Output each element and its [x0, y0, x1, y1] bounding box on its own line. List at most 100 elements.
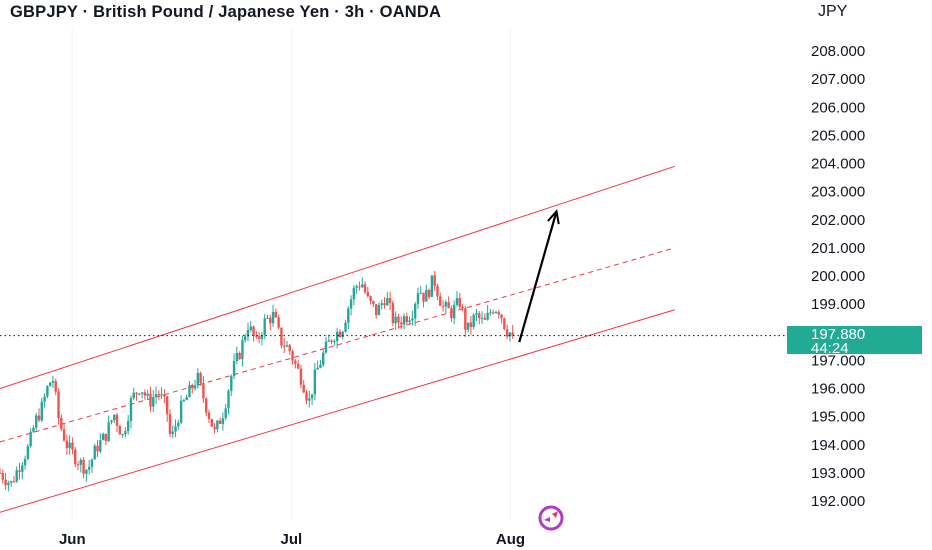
candle-body [241, 340, 244, 360]
candle-body [79, 459, 83, 465]
time-tick-label: Aug [496, 531, 525, 548]
candle-body [271, 311, 275, 324]
candle-body [377, 305, 381, 316]
candle-body [430, 275, 434, 297]
price-tick-label: 204.000 [811, 156, 865, 173]
candle-body [466, 322, 470, 330]
candle-body [96, 445, 99, 452]
time-tick-label: Jul [281, 531, 303, 548]
candle-body [255, 335, 258, 337]
candle-body [347, 308, 350, 323]
candle-body [129, 398, 133, 422]
candle-body [230, 376, 233, 391]
candle-body [168, 414, 172, 434]
candle-body [503, 318, 506, 330]
candle-body [355, 286, 358, 288]
candle-body [32, 427, 35, 432]
candle-body [118, 425, 122, 435]
candle-body [85, 469, 88, 474]
candle-body [511, 332, 514, 336]
price-tick-label: 195.000 [811, 409, 865, 426]
candle-body [7, 482, 10, 486]
candle-body [433, 275, 436, 286]
candle-body [352, 287, 356, 300]
currency-label: JPY [818, 3, 848, 20]
candle-body [110, 420, 113, 423]
price-tick-label: 197.000 [811, 352, 865, 369]
candle-body [494, 312, 498, 314]
candle-body [366, 292, 370, 297]
candle-body [500, 314, 503, 319]
candle-body [18, 470, 21, 472]
candle-body [358, 286, 361, 288]
candle-body [221, 418, 225, 424]
candle-body [374, 304, 378, 316]
candle-body [113, 414, 116, 421]
projection-arrow [518, 209, 560, 343]
candle-body [246, 329, 250, 337]
candle-body [154, 394, 158, 398]
candle-body [26, 446, 30, 459]
candle-body [0, 472, 2, 474]
price-tick-label: 196.000 [811, 381, 865, 398]
candle-body [341, 331, 344, 337]
candle-body [497, 312, 500, 315]
candle-body [15, 470, 18, 482]
candle-body [179, 400, 183, 423]
price-tick-label: 206.000 [811, 99, 865, 116]
candle-body [138, 393, 141, 395]
candle-body [202, 383, 205, 399]
candle-body [152, 397, 155, 407]
candle-body [238, 352, 241, 360]
candle-body [422, 292, 425, 302]
candle-body [35, 415, 38, 428]
candle-body [196, 373, 200, 386]
candle-body [369, 296, 372, 301]
candle-body [386, 298, 389, 306]
candle-body [235, 352, 239, 361]
candle-body [224, 408, 227, 419]
candle-body [408, 320, 411, 323]
candle-body [71, 442, 74, 450]
candle-body [76, 464, 80, 466]
candle-body [285, 345, 289, 347]
candle-body [99, 440, 102, 452]
candle-body [177, 422, 180, 427]
candle-body [402, 316, 406, 325]
candle-body [23, 458, 27, 466]
candle-body [146, 393, 149, 396]
candle-body [185, 397, 188, 401]
candle-body [54, 381, 57, 392]
price-tick-label: 203.000 [811, 184, 865, 201]
candle-body [411, 318, 414, 321]
price-tick-label: 199.000 [811, 296, 865, 313]
price-tick-label: 201.000 [811, 240, 865, 257]
candle-body [135, 392, 138, 394]
candle-body [132, 392, 135, 399]
candle-body [188, 384, 191, 398]
candle-body [227, 390, 230, 409]
candlestick-series [0, 270, 514, 492]
candle-body [464, 308, 467, 330]
candle-body [269, 317, 272, 324]
candle-body [425, 289, 428, 302]
candle-body [68, 442, 71, 449]
candle-body [391, 302, 395, 324]
replay-icon[interactable] [538, 505, 564, 531]
candle-body [427, 289, 431, 297]
candle-body [400, 322, 403, 325]
chart-title: GBPJPY · British Pound / Japanese Yen · … [10, 3, 442, 21]
candle-body [249, 326, 252, 330]
candle-body [107, 422, 110, 441]
time-axis[interactable]: Jun Jul Aug [59, 531, 525, 548]
candle-body [149, 393, 152, 407]
candle-body [444, 302, 448, 307]
price-axis[interactable]: 192.000 193.000 194.000 195.000 196.000 197.0… [787, 0, 932, 550]
candle-body [316, 367, 319, 370]
candle-body [324, 341, 328, 353]
candle-body [82, 459, 85, 474]
candle-body [349, 299, 353, 309]
last-price-value: 197.880 [811, 326, 865, 343]
candle-body [12, 481, 16, 483]
